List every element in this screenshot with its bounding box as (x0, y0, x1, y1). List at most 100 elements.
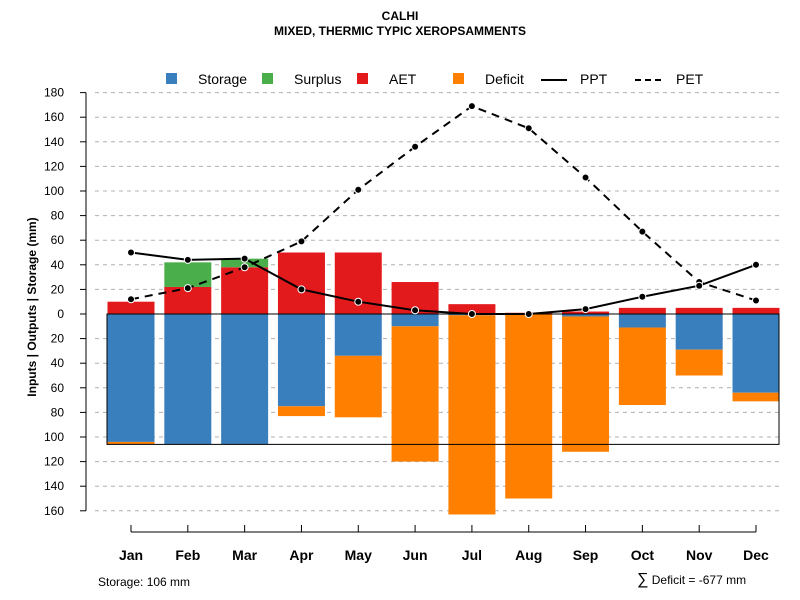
storage-bar (107, 314, 155, 442)
storage-bar (562, 314, 610, 317)
x-tick-label: Apr (289, 547, 314, 563)
x-tick-label: Jan (119, 547, 143, 563)
storage-note: Storage: 106 mm (98, 575, 191, 589)
x-tick-label: Mar (232, 547, 257, 563)
legend-aet-label: AET (389, 71, 417, 87)
storage-bar (732, 314, 780, 393)
aet-bar (675, 307, 723, 314)
y-tick-label: 80 (51, 209, 65, 223)
pet-point (411, 142, 420, 151)
deficit-bar (675, 349, 723, 376)
storage-bar (618, 314, 666, 328)
aet-bar (107, 301, 155, 314)
pet-point (127, 295, 135, 304)
x-tick-label: Jul (462, 547, 482, 563)
deficit-bar (391, 326, 439, 462)
sigma-symbol: ∑ (637, 571, 649, 588)
ppt-point (354, 297, 363, 306)
surplus-bar (164, 262, 212, 287)
ppt-point (127, 248, 135, 257)
ppt-point (297, 285, 306, 294)
legend-storage-swatch (166, 73, 177, 84)
y-axis-label: Inputs | Outputs | Storage (mm) (25, 217, 39, 397)
y-tick-label: 20 (51, 332, 65, 346)
y-tick-label: 160 (44, 504, 64, 518)
deficit-bar (334, 355, 382, 418)
ppt-line (130, 251, 757, 315)
x-tick-label: Sep (573, 547, 599, 563)
pet-point (467, 102, 476, 111)
deficit-sum-value: Deficit = -677 mm (651, 573, 747, 587)
legend-ppt-line (541, 79, 567, 81)
legend-pet-line (635, 79, 661, 81)
x-tick-label: Jun (403, 547, 428, 563)
chart-subtitle: MIXED, THERMIC TYPIC XEROPSAMMENTS (273, 24, 527, 38)
x-tick-label: Aug (515, 547, 542, 563)
aet-bar (732, 307, 780, 314)
y-tick-label: 40 (51, 258, 65, 272)
ppt-point (411, 306, 420, 315)
deficit-bar (732, 392, 780, 402)
y-tick-label: 20 (51, 282, 65, 296)
storage-bar (221, 314, 269, 445)
x-tick-label: Oct (631, 547, 655, 563)
aet-bar (618, 307, 666, 314)
deficit-sum: ∑ Deficit = -677 mm (637, 571, 746, 589)
storage-bar (334, 314, 382, 356)
surplus-bar (221, 258, 269, 268)
pet-point (354, 185, 363, 194)
storage-bar (391, 314, 439, 327)
ppt-point (638, 292, 647, 301)
x-tick-label: Dec (743, 547, 769, 563)
aet-bar (221, 267, 269, 314)
storage-bar (675, 314, 723, 350)
y-tick-label: 140 (44, 135, 64, 149)
deficit-bar (448, 315, 496, 515)
chart-title: CALHI (381, 9, 419, 23)
y-tick-label: 140 (44, 479, 64, 493)
deficit-bar (277, 406, 325, 417)
ppt-point (581, 305, 590, 314)
pet-point (297, 237, 306, 246)
legend-deficit-swatch (453, 73, 464, 84)
y-tick-label: 180 (44, 86, 64, 100)
pet-point (752, 296, 760, 305)
y-tick-label: 160 (44, 110, 64, 124)
ppt-point (695, 281, 704, 290)
ppt-point (752, 260, 760, 269)
y-tick-label: 100 (44, 184, 64, 198)
legend-ppt-label: PPT (580, 71, 608, 87)
x-tick-label: Feb (175, 547, 200, 563)
pet-point (638, 227, 647, 236)
legend-deficit-label: Deficit (485, 71, 524, 87)
pet-point (240, 263, 249, 272)
pet-point (183, 284, 192, 293)
pet-point (581, 173, 590, 182)
storage-capacity-box (106, 313, 780, 445)
y-tick-label: 120 (44, 159, 64, 173)
ppt-point (467, 310, 476, 318)
legend-surplus-swatch (262, 73, 273, 84)
y-tick-label: 40 (51, 356, 65, 370)
legend-storage-label: Storage (198, 71, 248, 87)
legend-pet-label: PET (676, 71, 704, 87)
deficit-bar (505, 314, 553, 499)
legend-aet-swatch (357, 73, 368, 84)
ppt-point (240, 254, 249, 263)
storage-bar (164, 314, 212, 445)
legend-surplus-label: Surplus (294, 71, 342, 87)
aet-bar (277, 252, 325, 314)
storage-bar (277, 314, 325, 407)
pet-point (524, 124, 533, 133)
y-tick-label: 60 (51, 381, 65, 395)
y-tick-label: 100 (44, 430, 64, 444)
aet-bar (448, 304, 496, 314)
deficit-bar (618, 327, 666, 406)
y-tick-label: 60 (51, 233, 65, 247)
ppt-point (524, 310, 533, 318)
x-tick-label: May (345, 547, 372, 563)
y-tick-label: 80 (51, 405, 65, 419)
y-tick-label: 0 (57, 307, 64, 321)
deficit-bar (107, 441, 155, 445)
